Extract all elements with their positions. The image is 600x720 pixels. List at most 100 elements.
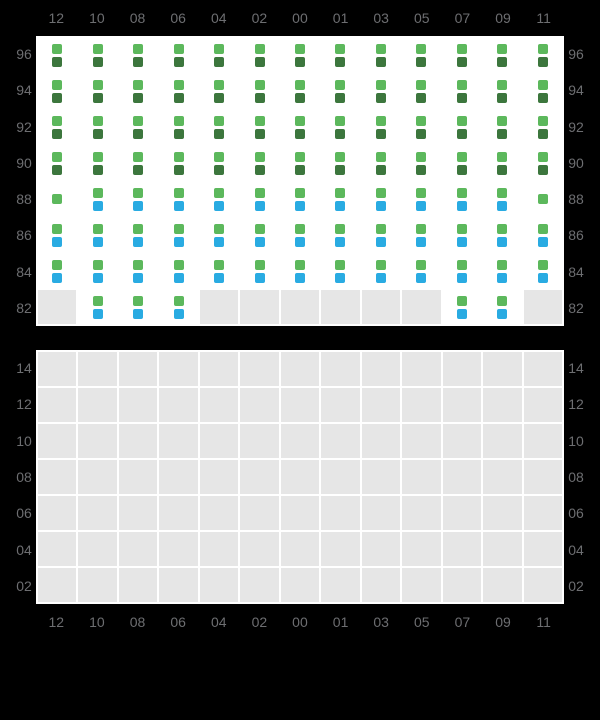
grid-cell [77, 217, 117, 253]
marker-green_light [538, 44, 548, 54]
marker-green_dark [133, 57, 143, 67]
marker-blue [295, 237, 305, 247]
marker-green_dark [497, 93, 507, 103]
column-label: 02 [239, 10, 280, 26]
grid-cell [442, 37, 482, 73]
marker-green_light [538, 194, 548, 204]
grid-cell [442, 495, 482, 531]
grid-cell [523, 145, 563, 181]
grid-cell [158, 351, 198, 387]
marker-green_light [416, 152, 426, 162]
grid-cell [482, 253, 522, 289]
marker-blue [174, 201, 184, 211]
row-label: 86 [12, 217, 36, 253]
grid-cell [158, 145, 198, 181]
grid-cell [361, 181, 401, 217]
grid-cell [239, 423, 279, 459]
marker-green_dark [335, 129, 345, 139]
bottom-row-labels-right: 14121008060402 [564, 350, 588, 604]
marker-green_dark [52, 165, 62, 175]
row-label: 96 [12, 36, 36, 72]
marker-green_light [255, 44, 265, 54]
marker-green_light [93, 80, 103, 90]
grid-cell [320, 37, 360, 73]
grid-cell [239, 387, 279, 423]
marker-blue [376, 201, 386, 211]
grid-cell [118, 37, 158, 73]
marker-green_dark [497, 165, 507, 175]
marker-blue [93, 273, 103, 283]
row-label: 92 [12, 109, 36, 145]
grid-cell [118, 495, 158, 531]
grid-cell [361, 289, 401, 325]
marker-blue [93, 201, 103, 211]
grid-cell [482, 495, 522, 531]
marker-green_light [174, 116, 184, 126]
marker-green_light [133, 116, 143, 126]
bottom-panel: 14121008060402 14121008060402 [12, 350, 588, 604]
grid-cell [77, 459, 117, 495]
marker-blue [174, 273, 184, 283]
grid-cell [442, 145, 482, 181]
marker-blue [457, 237, 467, 247]
grid-cell [37, 181, 77, 217]
grid-cell [523, 423, 563, 459]
grid-cell [239, 217, 279, 253]
marker-green_dark [93, 129, 103, 139]
marker-green_dark [93, 165, 103, 175]
grid-cell [37, 567, 77, 603]
grid-cell [523, 181, 563, 217]
grid-cell [482, 73, 522, 109]
column-label: 08 [117, 614, 158, 630]
grid-cell [523, 253, 563, 289]
marker-green_light [52, 194, 62, 204]
row-label: 82 [12, 290, 36, 326]
row-label: 88 [12, 181, 36, 217]
grid-cell [442, 567, 482, 603]
grid-cell [239, 181, 279, 217]
grid-cell [280, 109, 320, 145]
grid-cell [199, 495, 239, 531]
marker-green_dark [133, 165, 143, 175]
row-label: 06 [12, 495, 36, 531]
grid-cell [482, 217, 522, 253]
marker-blue [376, 273, 386, 283]
marker-green_light [416, 116, 426, 126]
marker-green_light [174, 152, 184, 162]
marker-green_dark [376, 129, 386, 139]
marker-green_light [52, 44, 62, 54]
grid-cell [280, 181, 320, 217]
grid-cell [239, 531, 279, 567]
marker-green_dark [52, 93, 62, 103]
grid-cell [320, 495, 360, 531]
grid-cell [482, 37, 522, 73]
grid-cell [118, 459, 158, 495]
grid-cell [37, 495, 77, 531]
marker-blue [255, 273, 265, 283]
marker-green_dark [457, 165, 467, 175]
grid-cell [280, 531, 320, 567]
grid-cell [158, 423, 198, 459]
marker-blue [93, 237, 103, 247]
marker-green_light [52, 116, 62, 126]
grid-cell [158, 459, 198, 495]
marker-green_light [295, 224, 305, 234]
marker-green_light [52, 80, 62, 90]
grid-cell [442, 387, 482, 423]
marker-green_light [214, 44, 224, 54]
column-label: 12 [36, 614, 77, 630]
grid-cell [77, 495, 117, 531]
marker-blue [93, 309, 103, 319]
marker-green_dark [255, 165, 265, 175]
marker-green_light [457, 260, 467, 270]
marker-green_light [457, 296, 467, 306]
marker-green_dark [133, 93, 143, 103]
marker-green_dark [538, 57, 548, 67]
marker-green_light [335, 224, 345, 234]
grid-cell [401, 495, 441, 531]
marker-blue [376, 237, 386, 247]
grid-cell [199, 387, 239, 423]
column-label: 11 [523, 10, 564, 26]
grid-cell [37, 459, 77, 495]
grid-cell [523, 387, 563, 423]
